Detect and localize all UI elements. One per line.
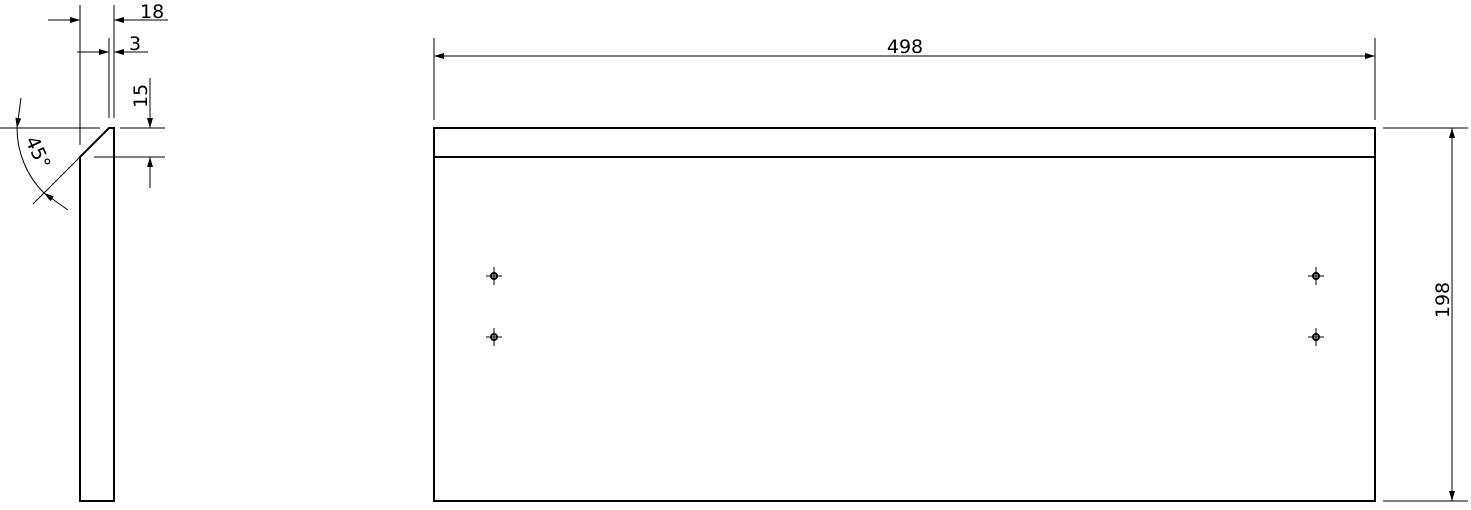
side-profile bbox=[79, 127, 115, 502]
angle-arc bbox=[16, 127, 45, 194]
hole-marker bbox=[1308, 267, 1324, 285]
front-view: 498 198 bbox=[433, 36, 1468, 502]
dim-flat: 3 bbox=[129, 33, 141, 55]
dimension-arrow bbox=[43, 192, 69, 211]
dim-thickness: 18 bbox=[140, 1, 164, 23]
dim-width: 498 bbox=[887, 36, 923, 58]
front-panel-outline bbox=[433, 127, 1376, 502]
hole-marker bbox=[1308, 328, 1324, 346]
extension-line bbox=[32, 156, 81, 205]
dim-height: 198 bbox=[1432, 282, 1454, 318]
dimension-arrow bbox=[15, 97, 22, 129]
dim-chamfer-height: 15 bbox=[130, 84, 152, 108]
hole-marker bbox=[486, 267, 502, 285]
side-view: 18 3 15 45° bbox=[0, 1, 168, 502]
hole-marker bbox=[486, 328, 502, 346]
